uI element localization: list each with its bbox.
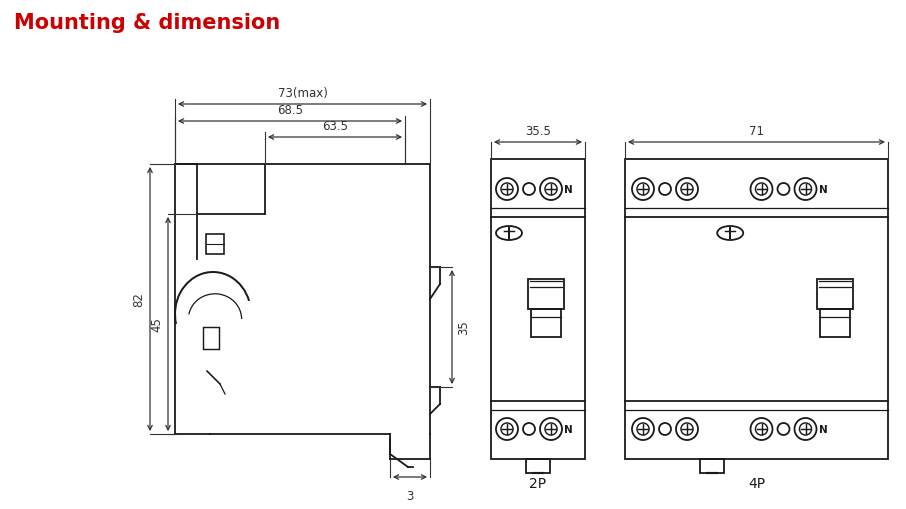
Text: 35.5: 35.5 [525,125,551,138]
Text: N: N [819,424,828,434]
Bar [491,160,585,459]
Text: 68.5: 68.5 [277,104,303,117]
Bar [528,279,564,309]
Text: 4P: 4P [748,476,765,490]
Text: N: N [564,424,573,434]
Bar [206,235,224,254]
Text: N: N [564,185,573,194]
Bar [821,309,851,337]
Text: 71: 71 [749,125,764,138]
Text: Mounting & dimension: Mounting & dimension [14,13,280,33]
Text: 45: 45 [150,317,163,332]
Text: 35: 35 [457,320,470,335]
Text: 3: 3 [406,489,414,502]
Text: 73(max): 73(max) [277,87,327,100]
Bar [526,459,550,473]
Bar [817,279,853,309]
Bar [625,160,888,459]
Text: 2P: 2P [529,476,546,490]
Text: N: N [819,185,828,194]
Bar [531,309,561,337]
Text: 82: 82 [132,292,145,307]
Bar [699,459,724,473]
Text: 63.5: 63.5 [322,120,348,133]
Bar [203,327,219,349]
